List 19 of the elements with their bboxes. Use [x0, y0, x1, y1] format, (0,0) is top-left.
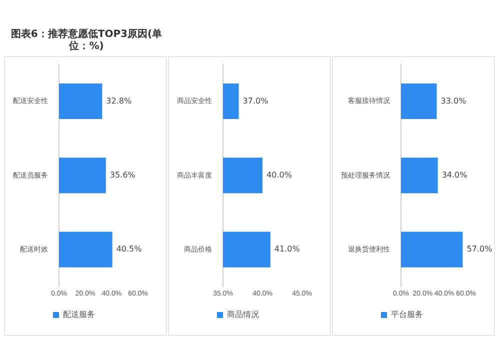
data-label: 34.0%: [442, 170, 468, 180]
bar: [401, 232, 463, 268]
data-label: 37.0%: [242, 96, 269, 106]
bar: [59, 83, 102, 120]
bar: [401, 83, 437, 120]
data-label: 41.0%: [274, 244, 300, 254]
legend-label: 商品情况: [227, 310, 259, 320]
bar: [401, 158, 438, 194]
legend-label: 平台服务: [391, 310, 423, 320]
data-label: 35.6%: [110, 170, 136, 180]
data-label: 57.0%: [466, 244, 493, 254]
data-label: 32.8%: [106, 96, 132, 106]
bar: [59, 158, 106, 194]
data-label: 40.5%: [116, 244, 142, 254]
chart-title: 图表6：推荐意愿低TOP3原因(单位：%): [10, 29, 164, 53]
legend-label: 配送服务: [63, 310, 95, 320]
bar: [59, 232, 112, 268]
data-label: 33.0%: [440, 96, 467, 106]
data-label: 40.0%: [266, 170, 292, 180]
